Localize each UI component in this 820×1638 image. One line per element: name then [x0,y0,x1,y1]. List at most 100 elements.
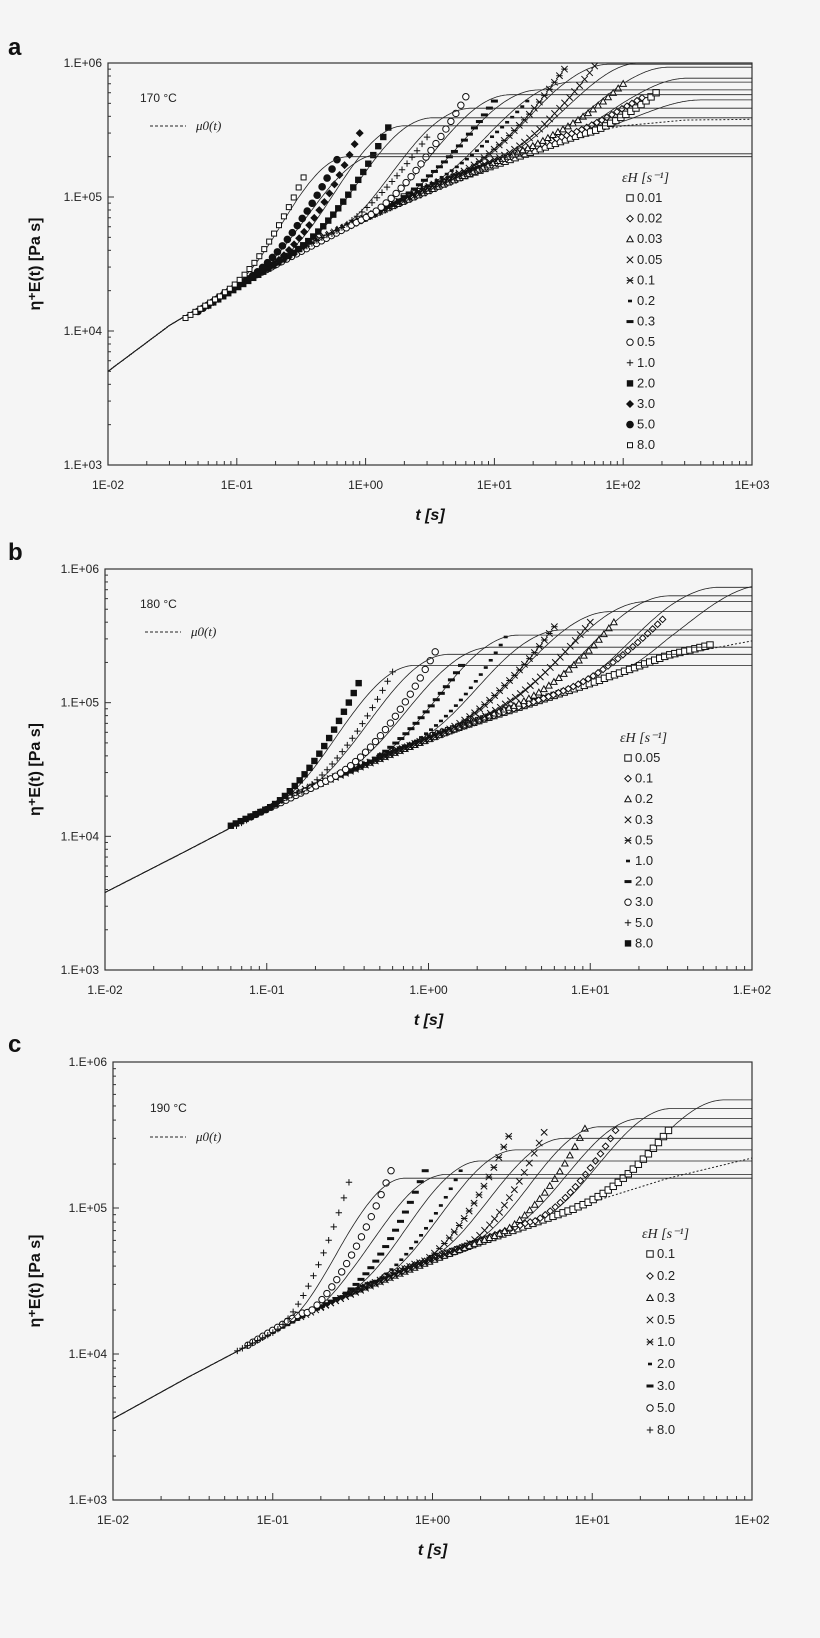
marker-dash-short [459,161,464,165]
marker-square-filled [257,808,264,816]
marker-diamond-open [577,125,586,134]
marker-circle-filled [303,207,312,215]
marker-x [516,690,524,698]
x-tick-label: 1.E+02 [733,983,772,997]
marker-square-filled [320,223,327,230]
marker-square-open-small [202,302,209,309]
fit-line [104,665,752,893]
marker-plus [334,754,341,762]
legend-item-label: 0.5 [637,334,655,349]
marker-triangle-open [560,1159,569,1167]
marker-circle-open [392,189,400,198]
marker-triangle-open [559,669,568,677]
marker-plus [363,204,371,211]
envelope-legend-label: μ0(t) [190,624,216,639]
marker-diamond-open [628,642,637,651]
marker-plus [308,781,316,788]
marker-plus [338,224,346,231]
marker-square-open [644,1150,653,1158]
marker-asterisk [540,636,548,644]
marker-x [490,156,499,164]
marker-diamond-open [571,1182,580,1191]
marker-circle-filled [333,155,341,164]
legend-item: 0.3 [624,812,653,827]
marker-asterisk [480,154,488,162]
marker-plus [295,1300,302,1308]
legend-item-label: 2.0 [637,375,655,390]
marker-dash-short [505,120,510,124]
marker-diamond-open [601,1142,610,1151]
marker-dash-short [485,140,490,143]
marker-plus [626,359,634,366]
marker-square-open [647,93,655,101]
marker-triangle-open [475,1237,484,1245]
marker-asterisk [466,712,474,721]
marker-triangle-open [545,1181,554,1189]
marker-circle-open [432,139,440,148]
marker-square-filled [232,820,239,827]
x-tick-label: 1.E-02 [87,983,123,997]
marker-dash-long [385,204,393,208]
legend-item: 3.0 [626,396,655,411]
x-tick-label: 1.E+01 [571,983,610,997]
temperature-label: 190 °C [150,1101,187,1115]
marker-x [576,631,584,639]
marker-circle-open [437,132,445,141]
marker-plus [379,687,386,694]
marker-x [461,1242,469,1250]
fit-line [104,646,752,893]
marker-dash-short [468,686,473,690]
marker-x [566,93,574,101]
marker-circle-open [387,194,395,203]
marker-dash-short [409,742,414,746]
marker-plus [328,230,336,237]
marker-dash-short [474,149,479,152]
marker-plus [254,1337,261,1344]
marker-dash-long [347,1287,355,1291]
marker-square-filled [315,228,322,235]
marker-asterisk [485,1173,493,1181]
legend-item: 8.0 [646,1422,675,1437]
marker-triangle-open [570,1142,579,1150]
marker-plus [325,1237,332,1244]
marker-square-open [706,641,714,649]
marker-circle-open [457,101,465,109]
x-axis-label: t [s] [415,507,445,524]
marker-x [505,1194,513,1202]
marker-diamond-filled [274,255,283,264]
marker-dash-long [332,1297,340,1301]
marker-diamond-open [574,680,583,689]
marker-diamond-open [618,104,626,113]
marker-circle-filled [288,228,297,237]
marker-x [500,1201,509,1209]
x-tick-label: 1E-01 [257,1513,289,1527]
legend-item-label: 8.0 [635,935,653,950]
marker-dash-long [293,1317,301,1321]
marker-plus [323,766,331,773]
marker-asterisk [421,1257,429,1265]
marker-dash-short [438,719,443,723]
marker-diamond-filled [290,240,299,249]
marker-diamond-open [646,1272,654,1280]
legend-item-label: 0.1 [637,272,655,287]
marker-square-open-small [285,204,292,211]
plot-frame [107,62,753,466]
x-tick-label: 1E-02 [97,1513,129,1527]
marker-plus [293,789,301,797]
marker-dash-short [469,153,474,157]
legend-item-label: 3.0 [657,1378,675,1393]
marker-dash-long [421,1169,429,1173]
marker-asterisk [626,276,634,284]
legend-item: 0.2 [646,1268,675,1283]
marker-plus [354,727,361,735]
marker-square-open-small [627,442,633,449]
legend-item: 0.2 [623,791,653,806]
marker-dash-short [626,859,630,863]
marker-dash-long [357,1277,365,1281]
marker-dash-short [444,172,449,176]
series-0.3 [104,601,752,893]
marker-circle-filled [323,174,331,182]
marker-square-filled [242,815,249,823]
legend-item: 5.0 [626,417,655,432]
